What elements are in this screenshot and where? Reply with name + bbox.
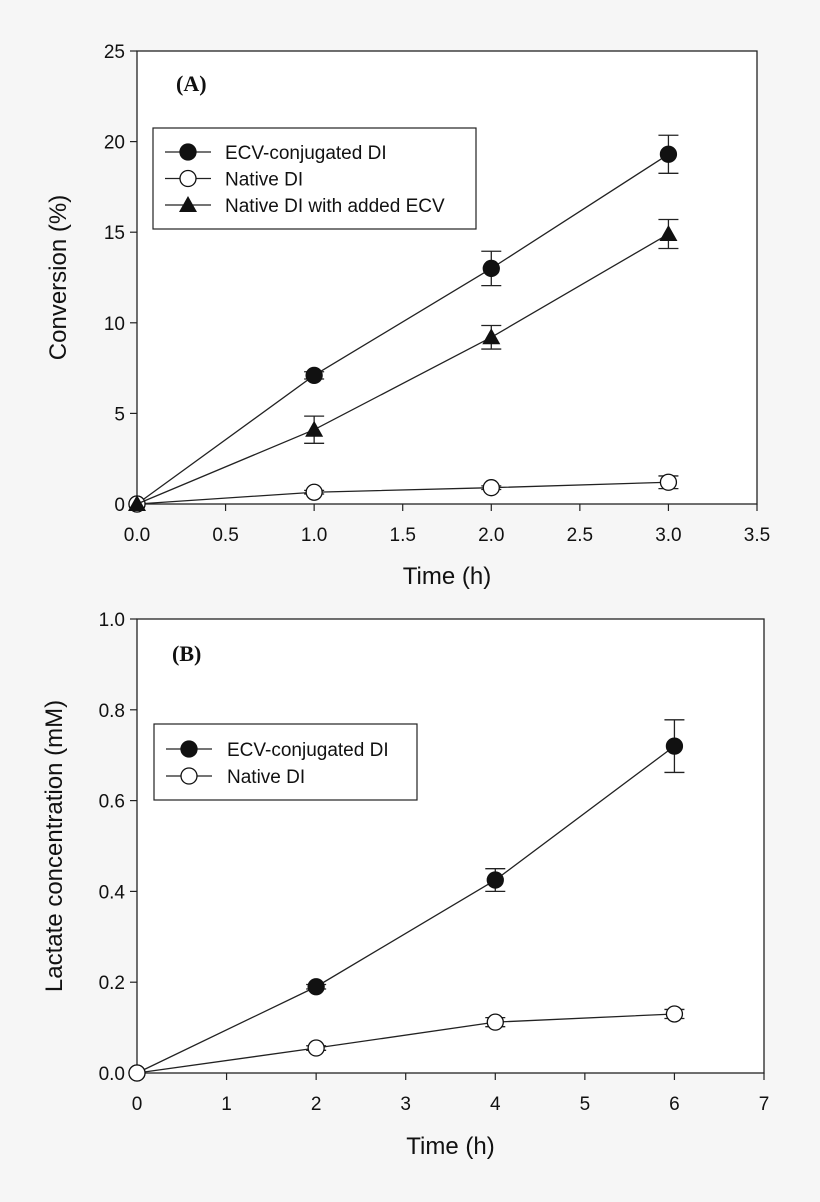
data-point bbox=[659, 145, 678, 163]
x-tick-label: 0.5 bbox=[212, 525, 238, 546]
y-tick-label: 0.4 bbox=[99, 882, 126, 903]
data-point bbox=[128, 1064, 146, 1082]
y-tick-label: 5 bbox=[114, 404, 125, 425]
data-point bbox=[482, 328, 501, 345]
x-axis-label: Time (h) bbox=[403, 563, 491, 590]
y-tick-label: 0.8 bbox=[99, 701, 125, 722]
y-tick-label: 10 bbox=[104, 314, 125, 335]
series-1 bbox=[128, 1005, 685, 1082]
series-2 bbox=[128, 218, 679, 511]
y-tick-label: 1.0 bbox=[99, 610, 125, 631]
data-point bbox=[665, 1005, 684, 1023]
legend-box bbox=[153, 723, 418, 801]
x-tick-label: 0.0 bbox=[124, 525, 150, 546]
series-line bbox=[136, 481, 669, 505]
x-tick-label: 7 bbox=[759, 1094, 770, 1115]
x-tick-label: 1.0 bbox=[301, 525, 327, 546]
series-line bbox=[136, 745, 675, 1074]
legend-marker bbox=[180, 767, 198, 785]
x-tick-label: 6 bbox=[669, 1094, 680, 1115]
legend-label: ECV-conjugated DI bbox=[225, 143, 387, 164]
chart-panel-1: 0 1 2 3 4 5 6 7 0.0 0.2 0.4 0.6 0.8 1.0 Time (h) Lactat… bbox=[41, 610, 769, 1160]
data-point bbox=[486, 871, 504, 889]
panel-label: (B) bbox=[172, 641, 201, 666]
legend-label: Native DI bbox=[225, 170, 303, 191]
y-tick-label: 0.6 bbox=[99, 792, 125, 813]
y-tick-label: 20 bbox=[104, 133, 125, 154]
data-point bbox=[128, 495, 146, 511]
chart-panel-0: 0.0 0.5 1.0 1.5 2.0 2.5 3.0 3.5 0 5 10 15 20 25 Time (… bbox=[45, 42, 770, 590]
legend: ECV-conjugated DI Native DI bbox=[153, 723, 418, 801]
x-axis-label: Time (h) bbox=[406, 1133, 494, 1160]
y-axis-label: Lactate concentration (mM) bbox=[41, 700, 68, 992]
y-tick-label: 15 bbox=[104, 223, 125, 244]
legend-marker bbox=[179, 143, 197, 161]
data-point bbox=[486, 1013, 504, 1031]
data-point bbox=[665, 737, 684, 755]
series-line bbox=[136, 153, 669, 505]
x-tick-label: 1.5 bbox=[390, 525, 416, 546]
legend-label: Native DI with added ECV bbox=[225, 196, 445, 217]
data-point bbox=[482, 479, 500, 497]
data-point bbox=[307, 1039, 325, 1057]
x-tick-label: 3.0 bbox=[655, 525, 681, 546]
data-point bbox=[305, 366, 323, 384]
data-point bbox=[659, 473, 678, 491]
series-line bbox=[136, 233, 669, 505]
legend-marker bbox=[179, 196, 197, 212]
legend-label: Native DI bbox=[227, 767, 305, 788]
x-tick-label: 1 bbox=[221, 1094, 232, 1115]
x-tick-label: 2.5 bbox=[567, 525, 593, 546]
legend-marker bbox=[180, 740, 198, 758]
x-tick-label: 3 bbox=[400, 1094, 411, 1115]
x-tick-label: 2.0 bbox=[478, 525, 504, 546]
data-point bbox=[659, 225, 678, 242]
legend-label: ECV-conjugated DI bbox=[227, 740, 389, 761]
panel-label: (A) bbox=[176, 71, 207, 96]
y-tick-label: 25 bbox=[104, 42, 125, 63]
legend-marker bbox=[179, 169, 197, 188]
series-line bbox=[136, 1013, 675, 1074]
legend: ECV-conjugated DI Native DI Native DI with… bbox=[152, 127, 477, 230]
data-point bbox=[307, 978, 325, 996]
y-tick-label: 0.2 bbox=[99, 973, 125, 994]
x-tick-label: 4 bbox=[490, 1094, 501, 1115]
x-tick-label: 3.5 bbox=[744, 525, 770, 546]
x-tick-label: 5 bbox=[580, 1094, 591, 1115]
data-point bbox=[305, 420, 324, 437]
data-point bbox=[482, 259, 500, 278]
y-tick-label: 0 bbox=[114, 495, 125, 516]
plot-area bbox=[136, 618, 765, 1074]
y-axis-label: Conversion (%) bbox=[45, 195, 72, 360]
y-tick-label: 0.0 bbox=[99, 1064, 125, 1085]
data-point bbox=[305, 483, 323, 501]
x-tick-label: 0 bbox=[132, 1094, 143, 1115]
x-tick-label: 2 bbox=[311, 1094, 322, 1115]
